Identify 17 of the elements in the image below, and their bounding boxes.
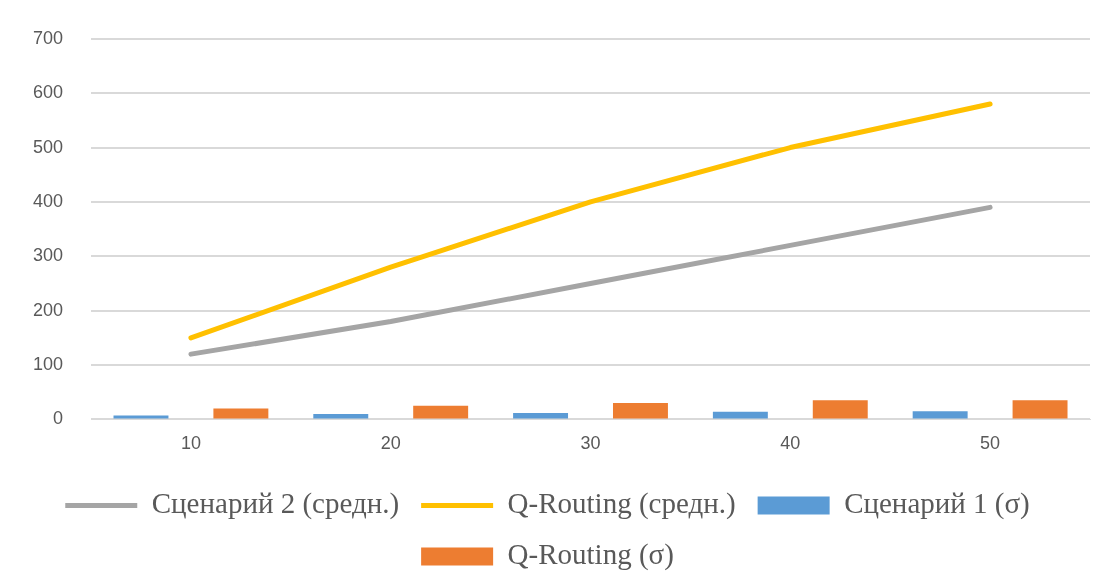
x-tick-label: 40 xyxy=(780,433,801,454)
y-tick-label: 200 xyxy=(32,299,64,320)
x-tick-label: 20 xyxy=(380,433,401,454)
legend-label: Q-Routing (σ) xyxy=(507,538,674,572)
y-tick-label: 700 xyxy=(32,27,64,48)
x-tick-label: 10 xyxy=(180,433,201,454)
y-tick-label: 0 xyxy=(53,408,64,429)
y-tick-label: 400 xyxy=(32,190,64,211)
legend-label: Сценарий 1 (σ) xyxy=(844,487,1030,521)
y-tick-label: 100 xyxy=(32,354,64,374)
y-tick-label: 600 xyxy=(32,82,64,103)
y-tick-label: 500 xyxy=(32,136,64,157)
legend-label: Q-Routing (средн.) xyxy=(507,487,736,521)
x-tick-label: 50 xyxy=(980,433,1001,454)
legend-label: Сценарий 2 (средн.) xyxy=(151,487,400,521)
y-tick-label: 300 xyxy=(32,245,64,266)
x-tick-label: 30 xyxy=(580,433,601,454)
